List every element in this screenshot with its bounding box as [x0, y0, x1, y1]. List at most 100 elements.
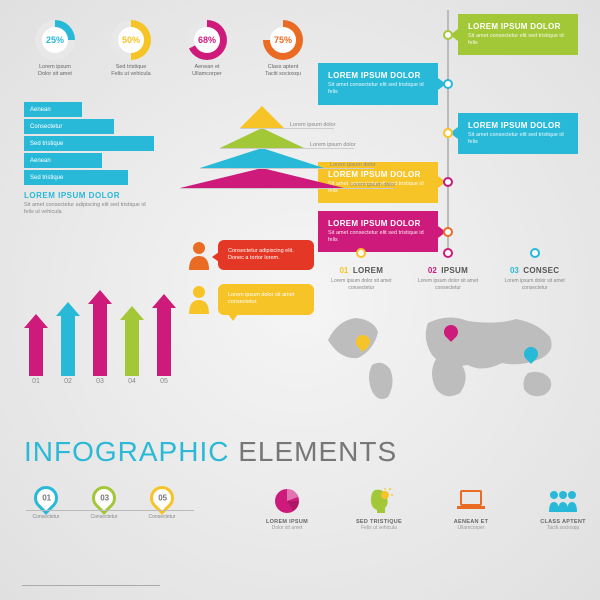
arrow-head-icon: [24, 314, 48, 328]
map-label-word: CONSEC: [523, 266, 559, 275]
bottom-pin-row: 01 Consectetur 03 Consectetur 05 Consect…: [24, 486, 184, 520]
donut-item: 75% Class aptentTaciti sociosqu: [252, 20, 314, 78]
timeline-row: LOREM IPSUM DOLOR Sit amet consectetur e…: [318, 14, 578, 55]
donut-chart: 25%: [35, 20, 75, 60]
timeline-dot: [443, 30, 453, 40]
pyramid-layer: [180, 168, 344, 188]
pyramid-layer: [200, 148, 324, 168]
pyramid-label: Lorem ipsum dolor: [350, 182, 396, 188]
pyramid-separator: [220, 148, 354, 149]
icon-sub: Taciti sociosqu: [532, 525, 594, 531]
timeline-dot: [443, 79, 453, 89]
hbar: Sed tristique: [24, 136, 154, 151]
arrow-baseline: [22, 585, 160, 586]
timeline-card-text: Sit amet consectetur elit sed tristique …: [328, 230, 428, 244]
arrow-head-icon: [120, 306, 144, 320]
pyramid-layer: [240, 106, 284, 128]
donut-label: Aenean etUllamcorper: [176, 64, 238, 78]
speech-bubbles: Consectetur adipiscing elit. Donec a tor…: [186, 240, 314, 315]
map-label-dot: [356, 248, 366, 258]
speech-row: Lorem ipsum dolor sit amet consectetur.: [186, 284, 314, 314]
arrow-bar-chart: 01 02 03 04 05: [24, 290, 176, 385]
timeline-card-title: LOREM IPSUM DOLOR: [328, 71, 428, 80]
speech-bubble: Consectetur adipiscing elit. Donec a tor…: [218, 240, 314, 270]
world-map-section: 01 LOREM Lorem ipsum dolor sit amet cons…: [318, 248, 578, 405]
arrow-number: 01: [24, 378, 48, 385]
donut-chart: 75%: [263, 20, 303, 60]
donut-percent: 25%: [42, 27, 68, 53]
icon-sub: Dolor sit amet: [256, 525, 318, 531]
icon-sub: Ullamcorper: [440, 525, 502, 531]
pyramid-label: Lorem ipsum dolor: [330, 162, 376, 168]
pyramid-layer: [220, 128, 304, 148]
donut-label: Sed tristiqueFelis ut vehicula: [100, 64, 162, 78]
donut-chart: 68%: [187, 20, 227, 60]
timeline-dot: [443, 227, 453, 237]
hbar: Sed tristique: [24, 170, 128, 185]
map-label-dot: [530, 248, 540, 258]
map-label: 02 IPSUM Lorem ipsum dolor sit amet cons…: [411, 248, 485, 291]
map-label: 01 LOREM Lorem ipsum dolor sit amet cons…: [324, 248, 398, 291]
person-icon: [186, 284, 212, 314]
arrow-head-icon: [56, 302, 80, 316]
arrow-bar: 03: [88, 290, 112, 385]
pyramid-label: Lorem ipsum dolor: [310, 142, 356, 148]
map-label-text: Lorem ipsum dolor sit amet consectetur: [324, 278, 398, 291]
timeline-card-text: Sit amet consectetur elit sed tristique …: [328, 82, 428, 96]
map-label-num: 02: [428, 266, 437, 275]
arrow-number: 02: [56, 378, 80, 385]
pyramid-separator: [180, 188, 394, 189]
hbar-title: LOREM IPSUM DOLOR: [24, 191, 154, 200]
donut-chart: 50%: [111, 20, 151, 60]
timeline-card-title: LOREM IPSUM DOLOR: [328, 219, 428, 228]
donut-percent: 50%: [118, 27, 144, 53]
map-label-num: 01: [339, 266, 348, 275]
arrow-bar: 04: [120, 306, 144, 385]
map-label: 03 CONSEC Lorem ipsum dolor sit amet con…: [498, 248, 572, 291]
arrow-head-icon: [88, 290, 112, 304]
donut-item: 25% Lorem ipsumDolor sit amet: [24, 20, 86, 78]
donut-chart-row: 25% Lorem ipsumDolor sit amet 50% Sed tr…: [24, 20, 314, 78]
title-word-1: INFOGRAPHIC: [24, 436, 229, 467]
map-label-text: Lorem ipsum dolor sit amet consectetur: [498, 278, 572, 291]
horizontal-bar-chart: AeneanConsecteturSed tristiqueAeneanSed …: [24, 102, 154, 216]
pin-baseline: [26, 510, 194, 511]
arrow-bar: 01: [24, 314, 48, 385]
bottom-pin: 01 Consectetur: [24, 486, 68, 520]
people-icon: [546, 488, 580, 514]
head-icon: [365, 487, 393, 515]
donut-percent: 68%: [194, 27, 220, 53]
icon-item: LOREM IPSUM Dolor sit amet: [256, 486, 318, 531]
hbar-subtitle: Sit amet consectetur adipiscing elit sed…: [24, 202, 154, 216]
timeline-row: LOREM IPSUM DOLOR Sit amet consectetur e…: [318, 113, 578, 154]
timeline-dot: [443, 177, 453, 187]
world-map: [318, 295, 578, 405]
arrow-bar: 02: [56, 302, 80, 385]
pyramid-separator: [240, 128, 334, 129]
main-title: INFOGRAPHIC ELEMENTS: [24, 436, 397, 468]
world-map-silhouette: [318, 295, 578, 405]
map-label-word: IPSUM: [441, 266, 468, 275]
laptop-icon: [455, 488, 487, 514]
bottom-pin: 03 Consectetur: [82, 486, 126, 520]
donut-label: Class aptentTaciti sociosqu: [252, 64, 314, 78]
title-word-2: ELEMENTS: [229, 436, 397, 467]
person-icon: [186, 240, 212, 270]
timeline-card-title: LOREM IPSUM DOLOR: [468, 22, 568, 31]
donut-item: 68% Aenean etUllamcorper: [176, 20, 238, 78]
timeline-card-text: Sit amet consectetur elit sed tristique …: [468, 132, 568, 146]
arrow-number: 05: [152, 378, 176, 385]
icon-item: AENEAN ET Ullamcorper: [440, 486, 502, 531]
icon-item: SED TRISTIQUE Felis ut vehicula: [348, 486, 410, 531]
bottom-pin: 05 Consectetur: [140, 486, 184, 520]
timeline-row: LOREM IPSUM DOLOR Sit amet consectetur e…: [318, 211, 578, 252]
timeline-card-text: Sit amet consectetur elit sed tristique …: [468, 33, 568, 47]
arrow-number: 04: [120, 378, 144, 385]
hbar: Consectetur: [24, 119, 114, 134]
timeline-card: LOREM IPSUM DOLOR Sit amet consectetur e…: [458, 113, 578, 154]
speech-row: Consectetur adipiscing elit. Donec a tor…: [186, 240, 314, 270]
pie-icon: [273, 487, 301, 515]
map-label-dot: [443, 248, 453, 258]
pyramid-label: Lorem ipsum dolor: [290, 122, 336, 128]
hbar: Aenean: [24, 102, 82, 117]
